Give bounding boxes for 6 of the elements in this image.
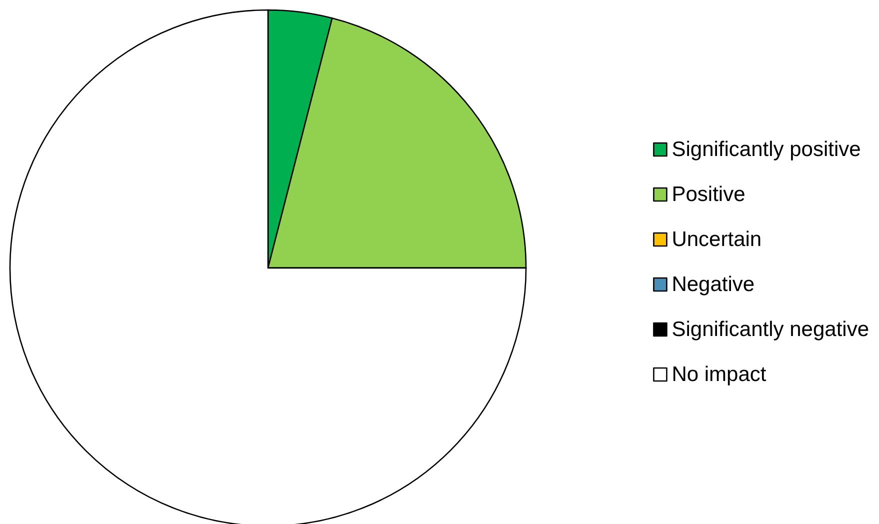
- legend-label: Positive: [672, 183, 746, 206]
- legend-label: Uncertain: [672, 228, 762, 251]
- legend-label: No impact: [672, 363, 766, 386]
- legend-label: Significantly positive: [672, 138, 861, 161]
- legend-label: Significantly negative: [672, 318, 870, 341]
- legend-label: Negative: [672, 273, 755, 296]
